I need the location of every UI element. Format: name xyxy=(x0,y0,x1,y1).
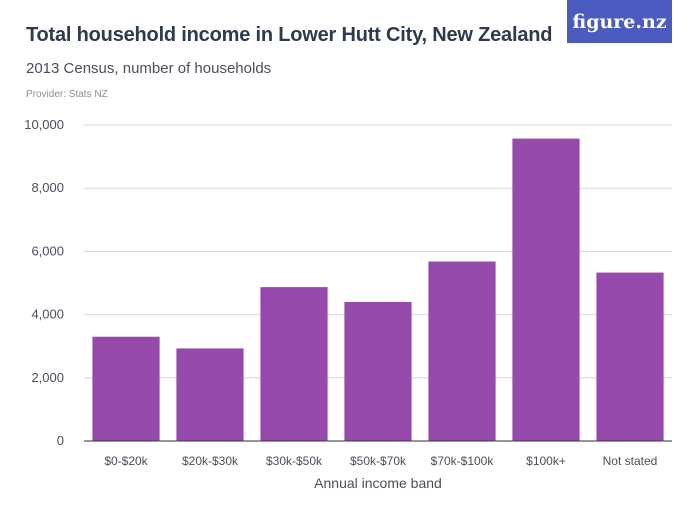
x-axis-label: Annual income band xyxy=(314,475,442,491)
bar xyxy=(344,301,412,441)
x-tick-label: Not stated xyxy=(603,454,658,468)
bar xyxy=(92,336,160,441)
bar xyxy=(260,287,328,441)
bar xyxy=(596,272,664,441)
x-tick-label: $30k-$50k xyxy=(266,454,323,468)
x-tick-label: $0-$20k xyxy=(104,454,148,468)
y-tick-label: 10,000 xyxy=(24,117,64,132)
bar xyxy=(176,348,244,441)
chart-subtitle: 2013 Census, number of households xyxy=(26,60,272,77)
bar xyxy=(512,138,580,441)
x-tick-label: $50k-$70k xyxy=(350,454,407,468)
figure-nz-logo[interactable]: figure.nz xyxy=(567,0,672,43)
x-tick-label: $70k-$100k xyxy=(431,454,495,468)
y-tick-label: 2,000 xyxy=(31,370,64,385)
y-tick-label: 0 xyxy=(57,433,64,448)
bar xyxy=(428,261,496,441)
y-tick-label: 6,000 xyxy=(31,243,64,258)
data-provider: Provider: Stats NZ xyxy=(26,89,108,100)
y-tick-label: 4,000 xyxy=(31,307,64,322)
x-tick-label: $100k+ xyxy=(526,454,566,468)
y-tick-label: 8,000 xyxy=(31,180,64,195)
chart-title: Total household income in Lower Hutt Cit… xyxy=(26,24,553,46)
x-tick-label: $20k-$30k xyxy=(182,454,239,468)
